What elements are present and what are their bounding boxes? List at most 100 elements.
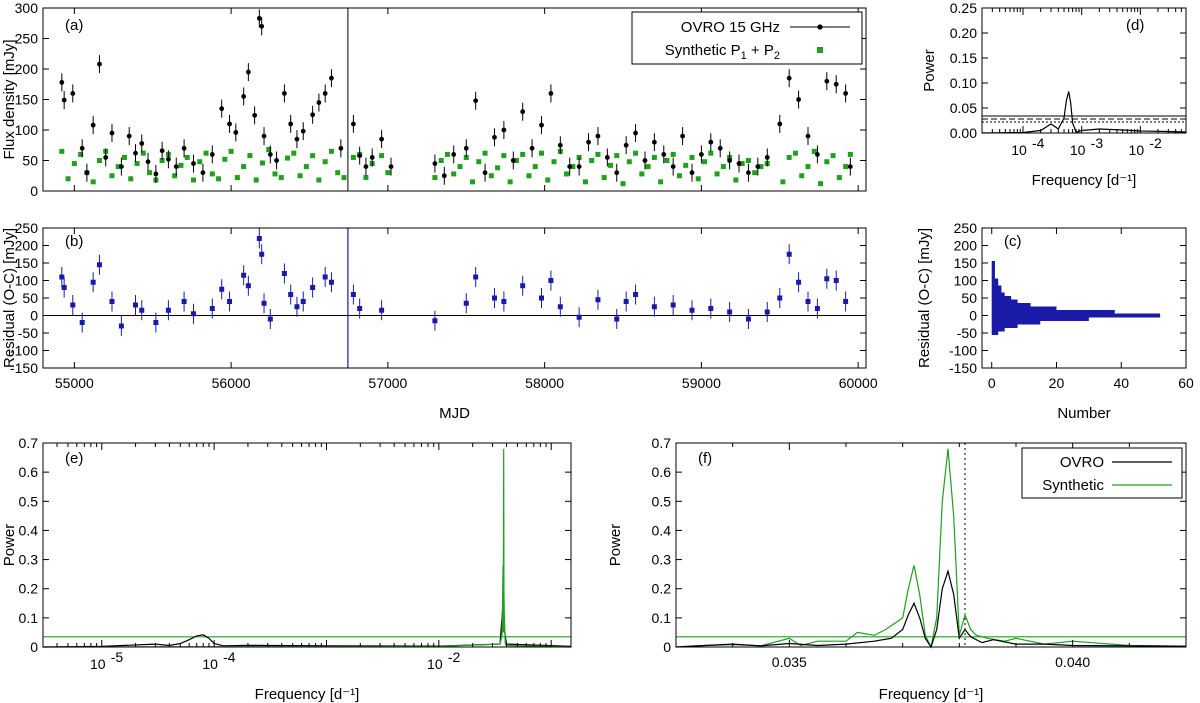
residual-point	[764, 309, 770, 315]
synthetic-point	[843, 164, 849, 170]
xtick-label: 0	[988, 375, 996, 391]
histogram-bar	[991, 275, 995, 279]
panel-label: (d)	[1126, 17, 1144, 34]
residual-point	[256, 236, 262, 241]
residual-point	[90, 279, 96, 285]
ovro-point	[245, 69, 251, 75]
synthetic-point	[241, 164, 247, 170]
ovro-point	[815, 152, 820, 157]
residual-point	[241, 272, 247, 278]
ovro-point	[604, 155, 610, 160]
ytick-label: 0	[663, 639, 671, 655]
synthetic-point	[222, 156, 228, 162]
synthetic-point	[253, 177, 259, 183]
ovro-point	[557, 142, 563, 148]
synthetic-point	[444, 151, 450, 157]
residual-point	[595, 297, 601, 303]
histogram-bar	[991, 261, 995, 265]
residual-point	[181, 299, 187, 304]
ovro-point	[786, 75, 792, 81]
ytick-label: 150	[954, 255, 978, 271]
histogram-bar	[991, 264, 995, 269]
residual-point	[219, 286, 225, 292]
ovro-point	[241, 94, 247, 99]
synthetic-point	[570, 164, 576, 170]
residual-point	[281, 271, 287, 276]
ytick-label: 100	[15, 273, 39, 289]
ovro-point	[350, 121, 356, 127]
xtick-label: 59000	[682, 375, 721, 391]
ovro-point	[847, 164, 853, 170]
synthetic-point	[109, 173, 115, 179]
residual-point	[322, 274, 328, 280]
residual-point	[833, 278, 839, 283]
synthetic-point	[714, 171, 720, 177]
synthetic-point	[805, 164, 811, 170]
synthetic-point	[651, 154, 657, 160]
residual-point	[796, 279, 802, 285]
xtick-exponent: -2	[448, 649, 461, 665]
residual-point	[614, 316, 620, 322]
synthetic-point	[59, 148, 65, 154]
ytick-label: -100	[949, 343, 977, 359]
residual-point	[463, 300, 469, 306]
residual-point	[139, 307, 145, 313]
ytick-label: 0	[30, 308, 38, 324]
residual-point	[261, 300, 267, 306]
legend-text-part: 1	[741, 50, 747, 62]
ovro-point	[661, 152, 667, 157]
residual-point	[539, 295, 545, 301]
ovro-point	[97, 61, 102, 67]
ovro-point	[310, 112, 316, 118]
panel-e-frame	[42, 442, 572, 648]
ytick-label: 150	[15, 255, 39, 271]
residual-point	[300, 299, 306, 304]
synthetic-point	[203, 150, 209, 156]
ytick-label: 150	[15, 92, 39, 108]
ovro-point	[159, 148, 165, 154]
residual-point	[350, 292, 356, 297]
synthetic-point	[65, 176, 71, 182]
residual-point	[432, 318, 438, 324]
synthetic-point	[758, 164, 764, 170]
ovro-point	[764, 155, 770, 160]
histogram-bar	[991, 331, 999, 335]
residual-point	[576, 314, 582, 320]
ovro-point	[796, 97, 801, 102]
ytick-label: -150	[949, 360, 977, 376]
x-axis-label: Number	[1057, 405, 1110, 422]
residual-point	[132, 302, 138, 308]
ovro-point	[539, 122, 544, 128]
synthetic-point	[147, 170, 153, 176]
xtick-label: 58000	[525, 375, 564, 391]
ovro-point	[708, 139, 714, 145]
residual-point	[328, 279, 334, 285]
ovro-point	[118, 164, 124, 170]
synthetic-point	[670, 151, 676, 157]
power-curve	[981, 91, 1187, 134]
residual-point	[59, 274, 65, 280]
ovro-point	[166, 156, 171, 162]
synthetic-point	[526, 173, 532, 179]
y-axis-label: Power	[921, 49, 938, 92]
ovro-point	[379, 136, 385, 142]
residual-point	[473, 274, 479, 280]
ytick-label: 0.5	[19, 493, 39, 509]
synthetic-point	[645, 164, 651, 170]
xtick-label: 55000	[55, 375, 94, 391]
residual-point	[745, 316, 751, 322]
synthetic-point	[463, 154, 469, 160]
synthetic-point	[172, 173, 178, 179]
histogram-bar	[991, 271, 995, 276]
ovro-point	[59, 80, 65, 85]
synthetic-point	[197, 159, 203, 165]
ovro-point	[482, 170, 488, 176]
ytick-label: 0.6	[19, 464, 39, 480]
residual-point	[70, 302, 76, 308]
legend-box	[631, 11, 863, 65]
synthetic-point	[664, 158, 670, 163]
ytick-label: 0	[30, 639, 38, 655]
synthetic-point	[620, 181, 626, 187]
synthetic-point	[90, 179, 96, 185]
ovro-point	[329, 75, 334, 81]
